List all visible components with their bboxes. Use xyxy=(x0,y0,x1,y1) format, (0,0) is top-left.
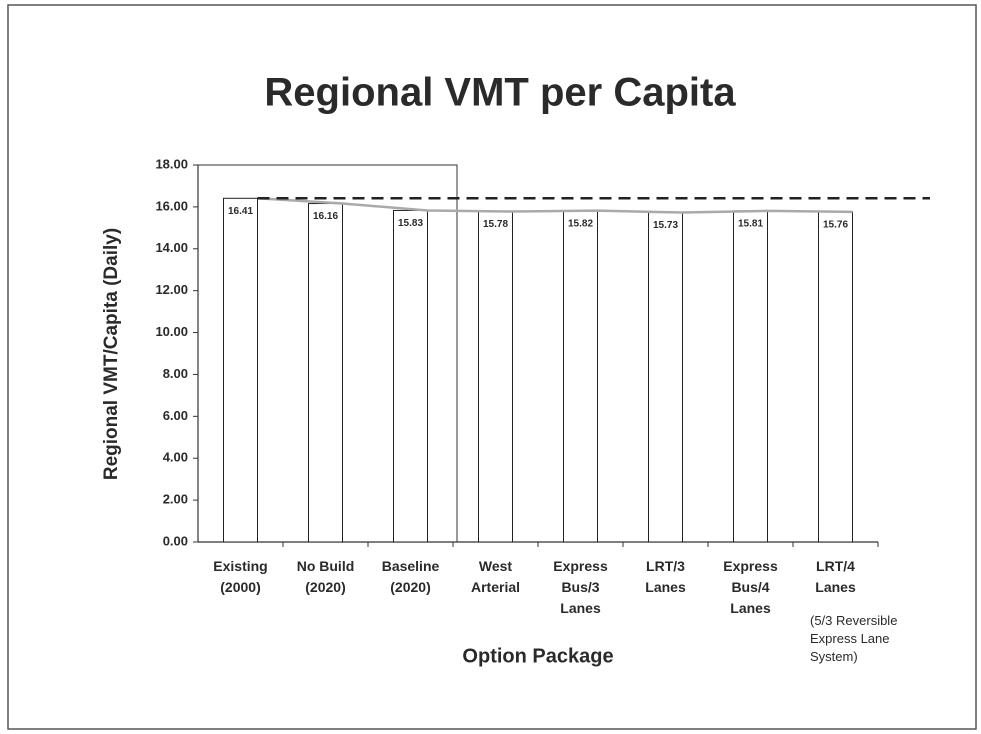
annotation: (5/3 Reversible Express Lane System) xyxy=(810,613,897,664)
value-label: 15.73 xyxy=(653,220,678,231)
x-tick-label: Baseline (2020) xyxy=(382,558,440,595)
value-label: 15.83 xyxy=(398,218,423,229)
y-tick-label: 0.00 xyxy=(163,533,188,548)
value-label: 15.82 xyxy=(568,218,593,229)
y-tick-label: 12.00 xyxy=(155,282,188,297)
value-label: 15.81 xyxy=(738,219,763,230)
trend-line xyxy=(257,197,853,214)
y-tick-label: 6.00 xyxy=(163,408,188,423)
y-tick-label: 8.00 xyxy=(163,366,188,381)
value-label: 15.78 xyxy=(483,219,508,230)
y-tick-label: 2.00 xyxy=(163,492,188,507)
x-tick-label: No Build (2020) xyxy=(297,558,355,595)
value-label: 16.16 xyxy=(313,211,338,222)
chart-title: Regional VMT per Capita xyxy=(264,71,736,115)
y-tick-label: 4.00 xyxy=(163,450,188,465)
bar xyxy=(648,212,683,543)
y-tick-label: 14.00 xyxy=(155,240,188,255)
value-label: 16.41 xyxy=(228,206,253,217)
x-tick-label: Existing (2000) xyxy=(213,558,267,595)
y-axis-label: Regional VMT/Capita (Daily) xyxy=(101,228,122,480)
value-label: 15.76 xyxy=(823,220,848,231)
x-tick-label: Express Bus/4 Lanes xyxy=(723,558,778,616)
x-tick-label: LRT/3 Lanes xyxy=(645,558,686,595)
x-tick-label: Express Bus/3 Lanes xyxy=(553,558,608,616)
y-tick-label: 18.00 xyxy=(155,156,188,171)
x-tick-label: LRT/4 Lanes xyxy=(815,558,856,595)
bar xyxy=(818,211,853,543)
bar xyxy=(478,210,513,543)
bar xyxy=(563,210,598,543)
x-axis-label: Option Package xyxy=(462,645,613,667)
y-tick-label: 10.00 xyxy=(155,324,188,339)
x-tick-label: West Arterial xyxy=(471,558,520,595)
bar xyxy=(393,209,428,543)
y-tick-label: 16.00 xyxy=(155,198,188,213)
bar xyxy=(223,197,258,543)
bar xyxy=(733,210,768,543)
bar xyxy=(308,203,343,543)
